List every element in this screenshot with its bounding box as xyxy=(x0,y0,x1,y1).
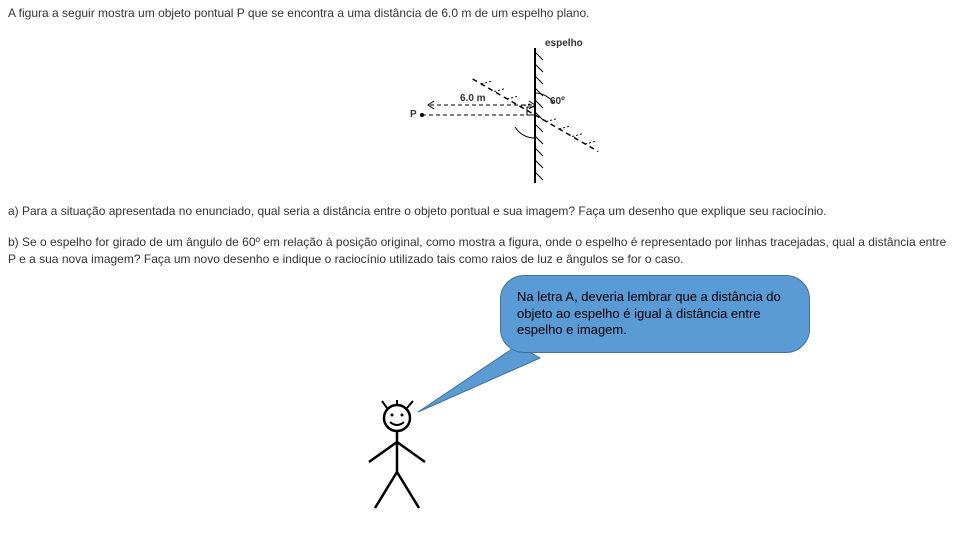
label-espelho: espelho xyxy=(545,38,583,49)
stick-figure-svg xyxy=(355,400,445,520)
label-angle: 60º xyxy=(550,96,565,107)
bubble-text: Na letra A, deveria lembrar que a distân… xyxy=(517,289,793,340)
stick-figure xyxy=(355,400,445,520)
question-a: a) Para a situação apresentada no enunci… xyxy=(8,204,952,218)
intro-text: A figura a seguir mostra um objeto pontu… xyxy=(8,6,952,20)
mirror-diagram: espelho 60º 6.0 m P xyxy=(350,38,630,188)
label-distance: 6.0 m xyxy=(460,93,486,104)
speech-bubble: Na letra A, deveria lembrar que a distân… xyxy=(500,275,810,353)
question-b: b) Se o espelho for girado de um ângulo … xyxy=(8,234,952,268)
diagram-svg xyxy=(350,38,630,188)
label-point-p: P xyxy=(410,109,417,120)
